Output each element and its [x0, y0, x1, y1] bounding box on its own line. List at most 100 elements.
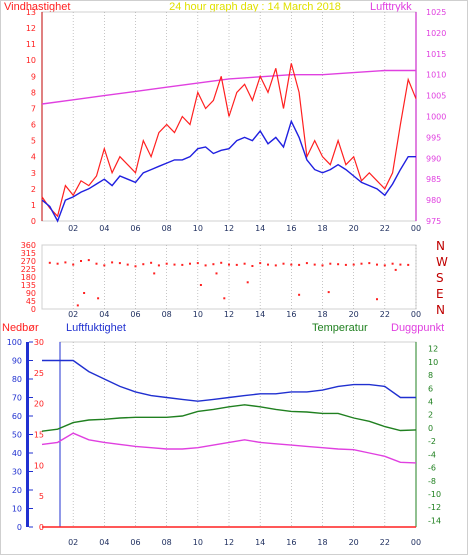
direction-point: [360, 262, 363, 265]
x-tick-label: 08: [162, 538, 172, 547]
direction-point: [290, 263, 293, 266]
x-tick-label: 10: [193, 538, 203, 547]
wind-speed-label: Vindhastighet: [4, 1, 70, 13]
wind-y-tick-label: 1: [31, 201, 36, 210]
temperature-line: [41, 404, 417, 432]
x-tick-label: 02: [68, 224, 78, 233]
direction-y-tick-label: 270: [21, 257, 36, 266]
compass-label: S: [436, 271, 444, 285]
direction-point: [64, 261, 67, 264]
direction-point: [87, 259, 90, 262]
temperature-y-tick-label: 2: [428, 411, 433, 420]
pressure-y-tick-label: 995: [426, 133, 441, 142]
x-tick-label: 04: [99, 224, 109, 233]
direction-point: [259, 262, 262, 265]
direction-y-tick-label: 360: [21, 241, 36, 250]
direction-point: [344, 263, 347, 266]
temperature-y-tick-label: 4: [428, 397, 433, 406]
precip-label: Nedbør: [2, 322, 39, 334]
pressure-y-tick-label: 1015: [426, 50, 446, 59]
direction-point: [165, 262, 168, 265]
x-tick-label: 22: [380, 538, 390, 547]
direction-point: [329, 262, 332, 265]
x-tick-label: 16: [286, 224, 296, 233]
pressure-line: [41, 69, 416, 105]
wind-y-tick-label: 3: [31, 169, 36, 178]
direction-y-tick-label: 225: [21, 265, 36, 274]
direction-point: [399, 263, 402, 266]
x-tick-label: 16: [286, 310, 296, 319]
direction-point: [72, 263, 75, 266]
x-tick-label: 14: [255, 224, 265, 233]
direction-y-tick-label: 135: [21, 281, 36, 290]
wind-gust-line: [41, 63, 417, 218]
humidity-y-tick-label: 10: [12, 505, 22, 514]
direction-point: [83, 292, 86, 294]
direction-point: [48, 261, 51, 264]
humidity-y-tick-label: 50: [12, 431, 22, 440]
direction-point: [321, 264, 324, 267]
direction-point: [391, 262, 394, 265]
x-tick-label: 00: [411, 224, 421, 233]
direction-point: [337, 263, 340, 266]
precip-gauge: [26, 342, 29, 527]
temperature-y-tick-label: 12: [428, 345, 438, 354]
humidity-y-tick-label: 20: [12, 486, 22, 495]
x-tick-label: 16: [286, 538, 296, 547]
x-tick-label: 08: [162, 310, 172, 319]
temperature-y-tick-label: -14: [428, 516, 441, 525]
x-tick-label: 10: [193, 310, 203, 319]
direction-point: [368, 262, 371, 265]
x-tick-label: 10: [193, 224, 203, 233]
pressure-label: Lufttrykk: [370, 1, 412, 13]
temperature-label: Temperatur: [312, 322, 368, 334]
direction-point: [243, 262, 246, 265]
precip-y-tick-label: 20: [34, 400, 44, 409]
pressure-y-tick-label: 1000: [426, 113, 446, 122]
direction-y-tick-label: 45: [26, 297, 36, 306]
precip-y-tick-label: 5: [39, 492, 44, 501]
lower-plot-area: [59, 341, 417, 528]
direction-point: [298, 263, 301, 266]
x-tick-label: 12: [224, 224, 234, 233]
x-tick-label: 20: [349, 538, 359, 547]
temperature-y-tick-label: 6: [428, 384, 433, 393]
pressure-y-tick-label: 975: [426, 217, 441, 226]
wind-y-tick-label: 0: [31, 217, 36, 226]
direction-point: [215, 272, 218, 275]
direction-point: [352, 263, 355, 266]
x-tick-label: 04: [99, 310, 109, 319]
x-tick-label: 12: [224, 310, 234, 319]
humidity-line: [42, 359, 416, 402]
x-tick-label: 18: [317, 224, 327, 233]
humidity-y-tick-label: 0: [17, 523, 22, 532]
wind-y-tick-label: 6: [31, 121, 36, 130]
pressure-y-tick-label: 1010: [426, 71, 446, 80]
wind-y-tick-label: 7: [31, 104, 36, 113]
pressure-y-tick-label: 1005: [426, 92, 446, 101]
precip-y-tick-label: 15: [34, 431, 44, 440]
direction-point: [134, 265, 137, 268]
humidity-y-tick-label: 60: [12, 412, 22, 421]
dewpoint-label: Duggpunkt: [391, 322, 444, 334]
humidity-y-tick-label: 70: [12, 394, 22, 403]
wind-y-tick-label: 13: [26, 8, 36, 17]
direction-point: [103, 264, 106, 267]
humidity-y-tick-label: 80: [12, 375, 22, 384]
direction-point: [282, 262, 285, 265]
direction-point: [298, 293, 301, 296]
direction-point: [153, 272, 156, 275]
direction-point: [150, 261, 153, 264]
x-tick-label: 02: [68, 538, 78, 547]
direction-point: [196, 262, 199, 265]
wind-y-tick-label: 2: [31, 185, 36, 194]
x-tick-label: 04: [99, 538, 109, 547]
x-tick-label: 22: [380, 310, 390, 319]
temperature-y-tick-label: 10: [428, 358, 438, 367]
temperature-y-tick-label: 0: [428, 424, 433, 433]
direction-point: [97, 297, 100, 300]
direction-point: [157, 264, 160, 267]
x-tick-label: 14: [255, 310, 265, 319]
direction-y-tick-label: 180: [21, 273, 36, 282]
